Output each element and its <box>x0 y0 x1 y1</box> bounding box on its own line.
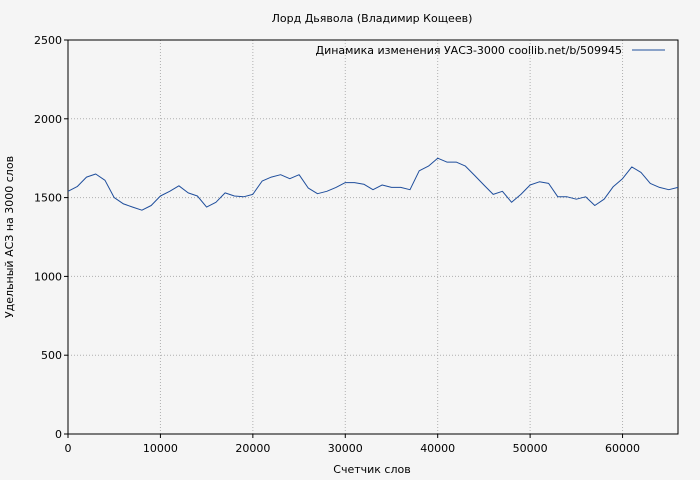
axis-ticks: 0 10000 20000 30000 40000 50000 60000 0 500 1000 1… <box>34 34 640 455</box>
y-tick-label: 2000 <box>34 113 62 126</box>
legend: Динамика изменения УАСЗ-3000 coollib.net… <box>316 44 665 57</box>
y-tick-label: 2500 <box>34 34 62 47</box>
y-axis-label: Удельный АСЗ на 3000 слов <box>3 156 16 318</box>
x-tick-label: 40000 <box>420 442 455 455</box>
series-group <box>67 157 679 211</box>
plot-area <box>67 39 679 435</box>
y-tick-label: 1000 <box>34 270 62 283</box>
chart-title: Лорд Дьявола (Владимир Кощеев) <box>272 12 473 25</box>
x-tick-label: 0 <box>65 442 72 455</box>
x-tick-label: 60000 <box>605 442 640 455</box>
x-axis-label: Счетчик слов <box>333 463 410 476</box>
y-tick-label: 500 <box>41 349 62 362</box>
y-tick-label: 0 <box>55 428 62 441</box>
y-tick-label: 1500 <box>34 192 62 205</box>
series-line <box>67 157 679 211</box>
x-tick-label: 20000 <box>235 442 270 455</box>
x-tick-label: 50000 <box>513 442 548 455</box>
legend-entry-label: Динамика изменения УАСЗ-3000 coollib.net… <box>316 44 623 57</box>
x-tick-label: 10000 <box>143 442 178 455</box>
x-tick-label: 30000 <box>328 442 363 455</box>
